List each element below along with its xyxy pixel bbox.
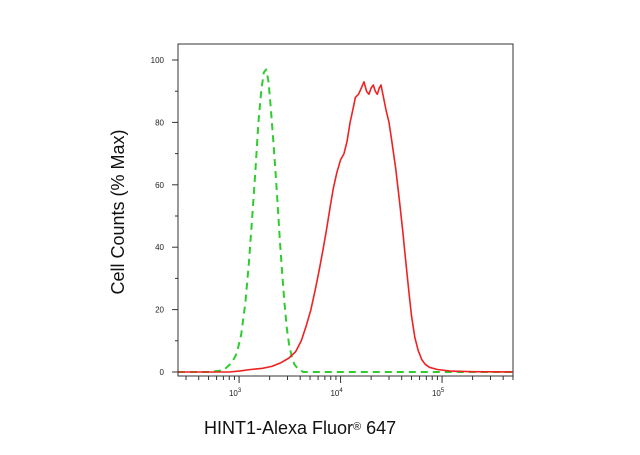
- y-tick-label: 100: [151, 56, 165, 65]
- y-tick-label: 80: [155, 118, 164, 127]
- y-tick-label: 60: [155, 181, 164, 190]
- x-tick-label: 105: [432, 388, 445, 398]
- y-axis-label: Cell Counts (% Max): [108, 129, 128, 294]
- series-line-1: [178, 68, 513, 373]
- x-axis-label-main: HINT1-Alexa Fluor: [204, 418, 353, 438]
- y-tick-label: 0: [160, 368, 165, 377]
- series-layer: [178, 68, 514, 373]
- y-tick-label: 20: [155, 306, 164, 315]
- x-axis-label-registered: ®: [353, 421, 361, 433]
- y-axis: 0 20 40 60 80 100: [151, 56, 178, 377]
- x-axis: 103 104 105: [185, 376, 514, 398]
- series-line-2: [178, 81, 514, 373]
- plot-frame: [177, 43, 514, 377]
- y-tick-label: 40: [155, 243, 164, 252]
- x-tick-label: 104: [330, 388, 343, 398]
- x-axis-label: HINT1-Alexa Fluor® 647: [204, 418, 396, 438]
- x-axis-label-suffix: 647: [361, 418, 396, 438]
- x-tick-label: 103: [229, 388, 242, 398]
